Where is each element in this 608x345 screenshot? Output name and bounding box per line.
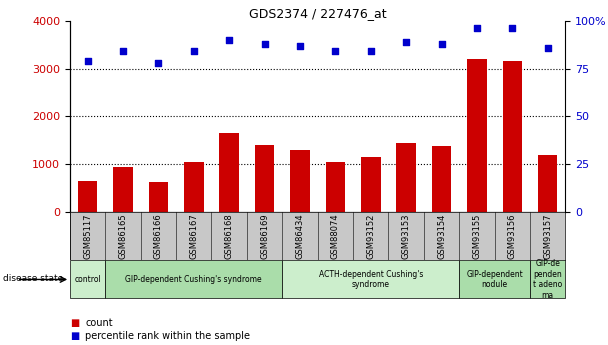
Bar — [361, 157, 381, 212]
Text: GSM93156: GSM93156 — [508, 214, 517, 259]
Text: GSM88074: GSM88074 — [331, 214, 340, 259]
Text: GIP-de
penden
t adeno
ma: GIP-de penden t adeno ma — [533, 259, 562, 299]
Text: count: count — [85, 318, 112, 327]
Bar — [219, 133, 239, 212]
Text: GSM86168: GSM86168 — [225, 214, 233, 259]
Bar — [290, 150, 309, 212]
Point — [189, 49, 199, 54]
Bar — [326, 162, 345, 212]
Point — [401, 39, 411, 45]
Point — [508, 26, 517, 31]
Bar — [184, 162, 204, 212]
Text: disease state: disease state — [3, 274, 63, 283]
Title: GDS2374 / 227476_at: GDS2374 / 227476_at — [249, 7, 387, 20]
Text: GSM86166: GSM86166 — [154, 214, 163, 259]
Bar — [70, 260, 105, 298]
Point — [472, 26, 482, 31]
Text: GSM93155: GSM93155 — [472, 214, 482, 259]
Text: GSM93152: GSM93152 — [366, 214, 375, 259]
Text: GIP-dependent
nodule: GIP-dependent nodule — [466, 270, 523, 289]
Bar — [113, 167, 133, 212]
Point — [295, 43, 305, 48]
Point — [437, 41, 446, 47]
Bar — [149, 181, 168, 212]
Bar — [538, 155, 558, 212]
Bar — [255, 145, 274, 212]
Text: GSM86169: GSM86169 — [260, 214, 269, 259]
Bar — [530, 260, 565, 298]
Text: GSM86167: GSM86167 — [189, 214, 198, 259]
Point — [543, 45, 553, 50]
Bar — [459, 260, 530, 298]
Point — [154, 60, 164, 66]
Text: ■: ■ — [70, 318, 79, 327]
Point — [83, 58, 92, 64]
Text: GSM93157: GSM93157 — [543, 214, 552, 259]
Point — [224, 37, 234, 43]
Text: GSM93154: GSM93154 — [437, 214, 446, 259]
Text: GSM93153: GSM93153 — [402, 214, 410, 259]
Point — [366, 49, 376, 54]
Bar — [467, 59, 486, 212]
Bar — [396, 143, 416, 212]
Point — [331, 49, 340, 54]
Text: GSM86165: GSM86165 — [119, 214, 128, 259]
Text: control: control — [74, 275, 101, 284]
Text: GSM85117: GSM85117 — [83, 214, 92, 259]
Bar — [503, 61, 522, 212]
Text: GIP-dependent Cushing's syndrome: GIP-dependent Cushing's syndrome — [125, 275, 262, 284]
Bar — [105, 260, 282, 298]
Text: ACTH-dependent Cushing's
syndrome: ACTH-dependent Cushing's syndrome — [319, 270, 423, 289]
Point — [260, 41, 269, 47]
Point — [118, 49, 128, 54]
Bar — [78, 181, 97, 212]
Bar — [432, 146, 451, 212]
Text: ■: ■ — [70, 332, 79, 341]
Bar — [282, 260, 459, 298]
Text: percentile rank within the sample: percentile rank within the sample — [85, 332, 250, 341]
Text: GSM86434: GSM86434 — [295, 214, 305, 259]
